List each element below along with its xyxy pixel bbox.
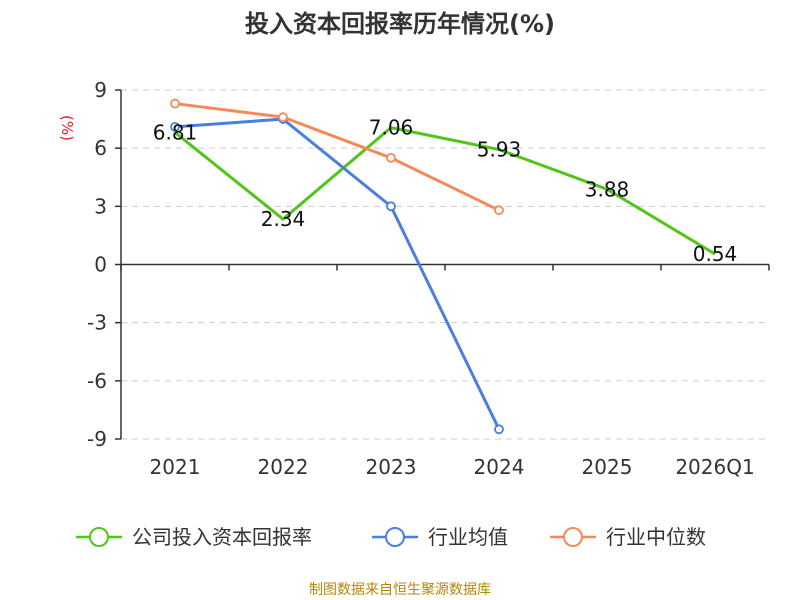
data-label: 6.81 [153,120,198,144]
series-line-2 [174,102,500,212]
series-line-0 [174,125,716,256]
x-tick-label: 2021 [150,455,201,479]
y-tick-label: 0 [94,253,107,277]
series-point-1 [494,424,504,435]
axes: 9 6 3 0 -3 -6 -9 2021 2022 2023 2024 2025 2026Q1 [87,78,770,479]
series-point-2 [494,205,504,216]
data-labels: 6.81 2.34 7.06 5.93 3.88 0.54 [153,116,738,266]
legend-label-0: 公司投入资本回报率 [132,525,312,549]
series-lines [170,98,716,435]
series-point-2 [278,112,288,123]
series-point-2 [170,98,180,109]
series-point-2 [386,152,396,163]
legend: 公司投入资本回报率 行业均值 行业中位数 [76,525,706,549]
y-tick-label: -6 [87,369,107,393]
series-point-1 [170,121,180,132]
x-tick-label: 2023 [366,455,417,479]
data-label: 7.06 [369,116,414,140]
source-note: 制图数据来自恒生聚源数据库 [309,582,491,598]
data-label: 5.93 [477,138,522,162]
legend-marker-2 [563,527,583,547]
y-tick-label: -9 [87,427,107,451]
x-tick-label: 2026Q1 [675,455,754,479]
x-tick-label: 2025 [582,455,633,479]
grid-lines [121,89,769,440]
series-point-1 [386,201,396,212]
y-tick-label: -3 [87,311,107,335]
y-tick-label: 6 [94,136,107,160]
data-label: 0.54 [693,242,738,266]
data-label: 3.88 [585,177,630,201]
series-line-1 [174,117,501,430]
y-tick-label: 9 [94,78,107,102]
y-tick-label: 3 [94,194,107,218]
x-tick-label: 2022 [258,455,309,479]
data-label: 2.34 [261,207,306,231]
legend-label-1: 行业均值 [428,525,508,549]
x-tick-label: 2024 [474,455,525,479]
chart-title: 投入资本回报率历年情况(%) [245,10,555,38]
legend-label-2: 行业中位数 [606,525,706,549]
legend-marker-1 [385,527,405,547]
y-axis-unit: (%) [58,115,76,141]
legend-marker-0 [89,527,109,547]
